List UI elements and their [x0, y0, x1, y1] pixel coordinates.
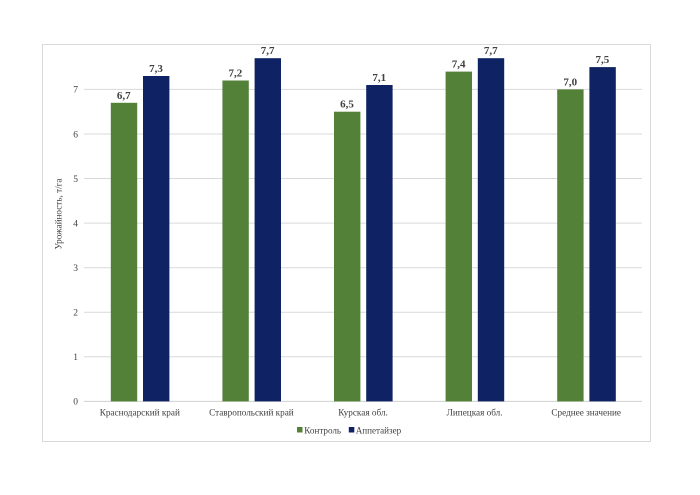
svg-text:4: 4: [73, 219, 78, 229]
svg-text:Ставропольский край: Ставропольский край: [209, 407, 294, 417]
svg-text:7,3: 7,3: [149, 63, 163, 75]
svg-text:Среднее значение: Среднее значение: [551, 407, 621, 417]
svg-text:Контроль: Контроль: [304, 426, 341, 436]
svg-text:7: 7: [73, 86, 78, 96]
svg-text:2: 2: [73, 309, 78, 319]
svg-text:7,0: 7,0: [563, 76, 577, 88]
svg-text:1: 1: [73, 353, 78, 363]
svg-text:6,7: 6,7: [117, 90, 131, 102]
svg-text:3: 3: [73, 264, 78, 274]
svg-text:7,5: 7,5: [596, 54, 610, 66]
svg-text:7,4: 7,4: [452, 59, 466, 71]
svg-text:6: 6: [73, 130, 78, 140]
svg-text:7,1: 7,1: [372, 72, 386, 84]
svg-text:6,5: 6,5: [340, 99, 354, 111]
svg-text:5: 5: [73, 175, 78, 185]
svg-text:7,7: 7,7: [484, 45, 498, 57]
svg-text:Урожайность, т/га: Урожайность, т/га: [54, 178, 64, 249]
svg-text:7,2: 7,2: [229, 68, 243, 80]
svg-text:Аппетайзер: Аппетайзер: [356, 426, 402, 436]
svg-text:Курская обл.: Курская обл.: [338, 407, 388, 417]
svg-text:Липецкая обл.: Липецкая обл.: [447, 407, 503, 417]
svg-text:0: 0: [73, 398, 78, 408]
svg-text:Краснодарский край: Краснодарский край: [100, 407, 180, 417]
svg-text:7,7: 7,7: [261, 45, 275, 57]
